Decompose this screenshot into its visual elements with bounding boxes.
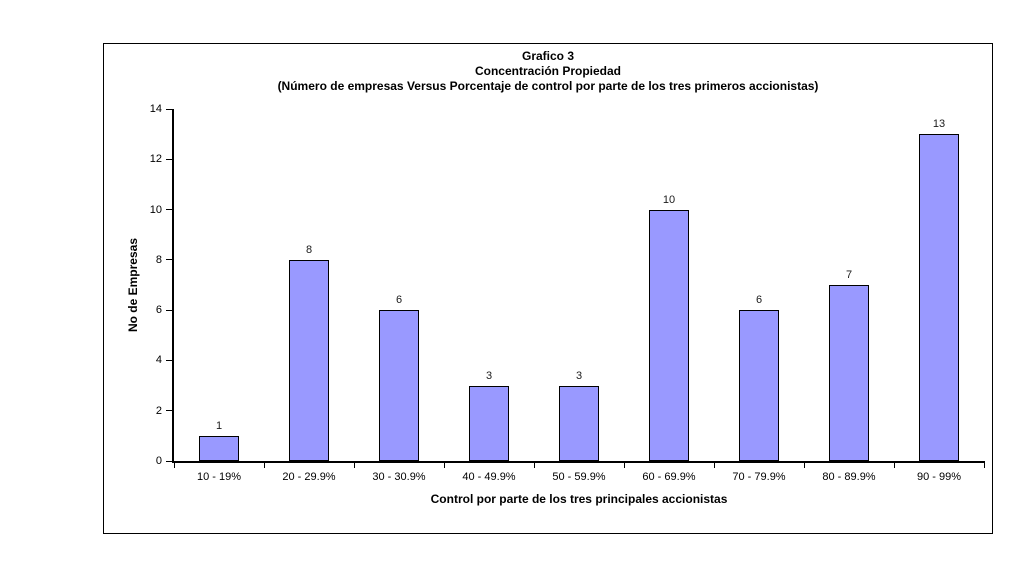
bar — [379, 310, 419, 461]
x-axis-tick — [353, 461, 355, 468]
bar — [919, 134, 959, 461]
bar — [289, 260, 329, 461]
chart-title-block: Grafico 3 Concentración Propiedad (Númer… — [104, 49, 992, 94]
y-axis-tick — [166, 410, 172, 412]
chart-title-line-1: Grafico 3 — [521, 49, 575, 63]
x-axis-tick — [623, 461, 625, 468]
bar — [739, 310, 779, 461]
chart-title-line-3: (Número de empresas Versus Porcentaje de… — [277, 79, 819, 93]
bar-value-label: 13 — [932, 118, 946, 130]
bar-value-label: 6 — [755, 294, 763, 306]
bar — [649, 210, 689, 461]
y-axis-tick — [166, 259, 172, 261]
y-tick-label: 14 — [149, 103, 162, 115]
plot-area: 0 2 4 6 8 10 12 14 1 10 - 19% 8 20 - 29.9% 6 30 - 30.… — [150, 103, 985, 483]
y-tick-label: 8 — [155, 253, 162, 266]
y-tick-label: 6 — [155, 304, 162, 317]
x-axis-tick — [803, 461, 805, 468]
bar-value-label: 6 — [395, 294, 403, 306]
y-axis-tick — [166, 108, 172, 110]
bar-value-label: 3 — [485, 370, 493, 382]
x-category-label: 50 - 59.9% — [552, 471, 606, 483]
x-category-label: 30 - 30.9% — [372, 471, 426, 483]
y-axis-tick — [166, 158, 172, 160]
bar-value-label: 7 — [845, 269, 853, 281]
x-category-label: 60 - 69.9% — [642, 471, 696, 483]
x-category-label: 40 - 49.9% — [462, 471, 516, 483]
bar-value-label: 1 — [215, 420, 223, 432]
x-category-label: 10 - 19% — [196, 471, 242, 483]
x-axis-tick — [893, 461, 895, 468]
chart-container: Grafico 3 Concentración Propiedad (Númer… — [103, 43, 993, 534]
x-category-label: 20 - 29.9% — [282, 471, 336, 483]
y-axis-tick — [166, 359, 172, 361]
bar-value-label: 10 — [662, 194, 676, 206]
x-axis-tick — [533, 461, 535, 468]
bar — [829, 285, 869, 461]
y-tick-label: 10 — [149, 203, 162, 216]
chart-title-line-2: Concentración Propiedad — [474, 64, 622, 78]
x-axis-title: Control por parte de los tres principale… — [430, 492, 728, 506]
bar — [469, 386, 509, 461]
x-axis-tick — [173, 461, 175, 468]
y-tick-label: 0 — [155, 455, 162, 467]
bar — [559, 386, 599, 461]
x-axis-tick — [983, 461, 985, 468]
bar-value-label: 3 — [575, 370, 583, 382]
bar-value-label: 8 — [305, 244, 313, 256]
y-axis-tick — [166, 460, 172, 462]
x-axis-tick — [443, 461, 445, 468]
x-axis-tick — [713, 461, 715, 468]
x-category-label: 80 - 89.9% — [822, 471, 876, 483]
bar — [199, 436, 239, 461]
x-category-label: 90 - 99% — [916, 471, 962, 483]
x-category-label: 70 - 79.9% — [732, 471, 786, 483]
y-axis-tick — [166, 209, 172, 211]
y-axis-tick — [166, 309, 172, 311]
x-axis-tick — [263, 461, 265, 468]
y-tick-label: 2 — [155, 404, 162, 417]
y-tick-label: 4 — [155, 354, 162, 367]
y-tick-label: 12 — [149, 153, 162, 166]
